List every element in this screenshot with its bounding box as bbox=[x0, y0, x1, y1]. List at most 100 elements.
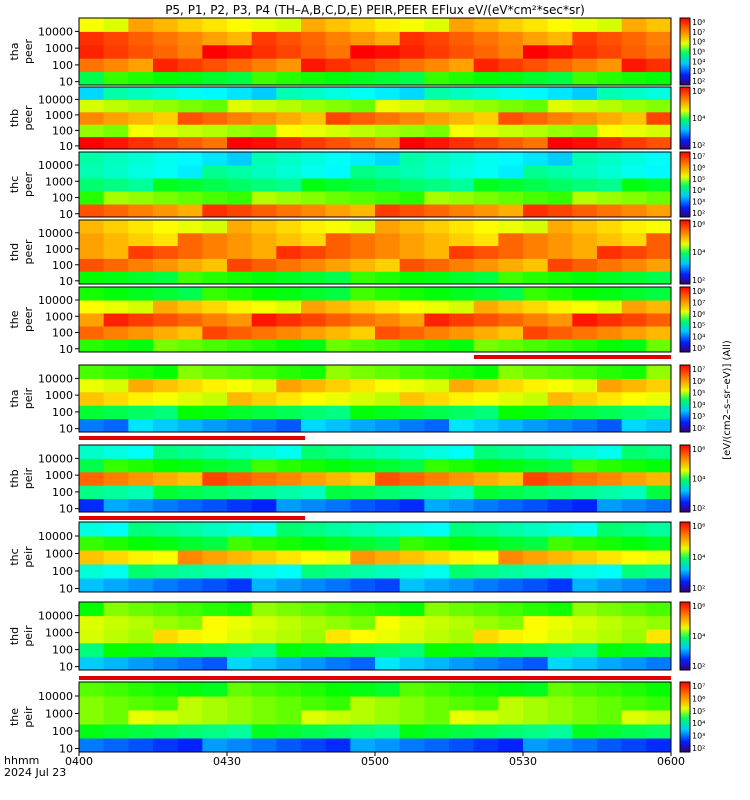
spectrogram-cell bbox=[399, 271, 425, 285]
spectrogram-cell bbox=[251, 178, 277, 192]
spectrogram-cell bbox=[646, 124, 672, 138]
spectrogram-cell bbox=[202, 191, 228, 205]
spectrogram-cell bbox=[103, 550, 129, 565]
spectrogram-cell bbox=[449, 152, 475, 166]
spectrogram-cell bbox=[621, 18, 647, 32]
spectrogram-cell bbox=[621, 339, 647, 353]
spectrogram-cell bbox=[79, 602, 105, 617]
spectrogram-cell bbox=[424, 136, 450, 150]
spectrogram-cell bbox=[547, 220, 573, 234]
spectrogram-cell bbox=[301, 58, 327, 73]
spectrogram-cell bbox=[597, 522, 623, 537]
spectrogram-cell bbox=[153, 87, 179, 100]
spectrogram-cell bbox=[498, 87, 524, 100]
spectrogram-cell bbox=[325, 471, 351, 486]
panel-thd-peir: 10 100 1000 10000 thd peir 10² 10⁴ 10⁶ bbox=[8, 601, 705, 680]
spectrogram-cell bbox=[449, 498, 475, 513]
spectrogram-cell bbox=[621, 615, 647, 630]
spectrogram-cell bbox=[276, 405, 302, 420]
spectrogram-cell bbox=[350, 682, 376, 697]
spectrogram-cell bbox=[79, 313, 105, 327]
spectrogram-cell bbox=[128, 287, 154, 301]
spectrogram-cell bbox=[79, 418, 105, 433]
colorbar-tick-label: 10⁵ bbox=[692, 48, 705, 57]
spectrogram-cell bbox=[424, 471, 450, 486]
spectrogram-cell bbox=[301, 313, 327, 327]
spectrogram-cell bbox=[177, 152, 203, 166]
spectrogram-cell bbox=[473, 564, 499, 579]
spectrogram-cell bbox=[103, 313, 129, 327]
spectrogram-cell bbox=[449, 191, 475, 205]
spectrogram-cell bbox=[498, 204, 524, 218]
spectrogram-cell bbox=[177, 629, 203, 644]
spectrogram-cell bbox=[103, 258, 129, 272]
spectrogram-cell bbox=[227, 287, 253, 301]
spectrogram-cell bbox=[424, 405, 450, 420]
spectrogram-cell bbox=[597, 111, 623, 125]
spectrogram-cell bbox=[128, 724, 154, 739]
spectrogram-cell bbox=[473, 111, 499, 125]
spectrogram-cell bbox=[424, 271, 450, 285]
y-tick-label: 10 bbox=[59, 661, 73, 674]
spectrogram-cell bbox=[523, 642, 549, 657]
colorbar-tick-label: 10² bbox=[692, 276, 705, 285]
spectrogram-cell bbox=[128, 365, 154, 379]
spectrogram-cell bbox=[547, 178, 573, 192]
spectrogram-cell bbox=[399, 536, 425, 551]
spectrogram-cell bbox=[498, 471, 524, 486]
spectrogram-cell bbox=[523, 485, 549, 500]
spectrogram-cell bbox=[301, 710, 327, 725]
spectrogram-cell bbox=[79, 738, 105, 753]
spectrogram-cell bbox=[202, 44, 228, 59]
spectrogram-cell bbox=[473, 136, 499, 150]
flag-bar bbox=[79, 436, 305, 440]
spectrogram-cell bbox=[177, 287, 203, 301]
spectrogram-cell bbox=[375, 564, 401, 579]
spectrogram-cell bbox=[424, 287, 450, 301]
spectrogram-cell bbox=[128, 31, 154, 46]
spectrogram-cell bbox=[572, 498, 598, 513]
spectrogram-cell bbox=[227, 391, 253, 406]
spectrogram-cell bbox=[177, 602, 203, 617]
spectrogram-cell bbox=[350, 458, 376, 473]
spectrogram-cell bbox=[325, 485, 351, 500]
spectrogram-cell bbox=[572, 271, 598, 285]
spectrogram-cell bbox=[350, 405, 376, 420]
spectrogram-cell bbox=[646, 738, 672, 753]
spectrogram-cell bbox=[79, 391, 105, 406]
spectrogram-cell bbox=[449, 642, 475, 657]
spectrogram-cell bbox=[276, 365, 302, 379]
spectrogram-cell bbox=[128, 220, 154, 234]
spectrogram-cell bbox=[202, 220, 228, 234]
spectrogram-cell bbox=[301, 124, 327, 138]
spectrogram-cell bbox=[227, 44, 253, 59]
spectrogram-cell bbox=[325, 258, 351, 272]
spectrogram-cell bbox=[646, 656, 672, 671]
spectrogram-cell bbox=[572, 58, 598, 73]
spectrogram-cell bbox=[547, 124, 573, 138]
spectrogram-cell bbox=[498, 152, 524, 166]
spectrogram-cell bbox=[301, 178, 327, 192]
spectrogram-cell bbox=[227, 191, 253, 205]
spectrogram-cell bbox=[128, 418, 154, 433]
spectrogram-cell bbox=[646, 220, 672, 234]
spectrogram-cell bbox=[424, 710, 450, 725]
spectrogram-cell bbox=[424, 458, 450, 473]
spectrogram-cell bbox=[547, 136, 573, 150]
spectrogram-cell bbox=[646, 602, 672, 617]
spectrogram-cell bbox=[547, 656, 573, 671]
spectrogram-cell bbox=[227, 300, 253, 314]
spectrogram-cell bbox=[399, 550, 425, 565]
x-tick-label: 0430 bbox=[213, 755, 241, 768]
spectrogram-cell bbox=[523, 136, 549, 150]
spectrogram-cell bbox=[350, 724, 376, 739]
colorbar-tick-label: 10³ bbox=[692, 198, 705, 207]
spectrogram-cell bbox=[153, 313, 179, 327]
spectrogram-cell bbox=[153, 245, 179, 259]
spectrogram-cell bbox=[350, 365, 376, 379]
spectrogram-cell bbox=[325, 99, 351, 113]
spectrogram-cell bbox=[473, 365, 499, 379]
spectrogram-cell bbox=[646, 191, 672, 205]
spectrogram-cell bbox=[597, 629, 623, 644]
spectrogram-cell bbox=[103, 152, 129, 166]
